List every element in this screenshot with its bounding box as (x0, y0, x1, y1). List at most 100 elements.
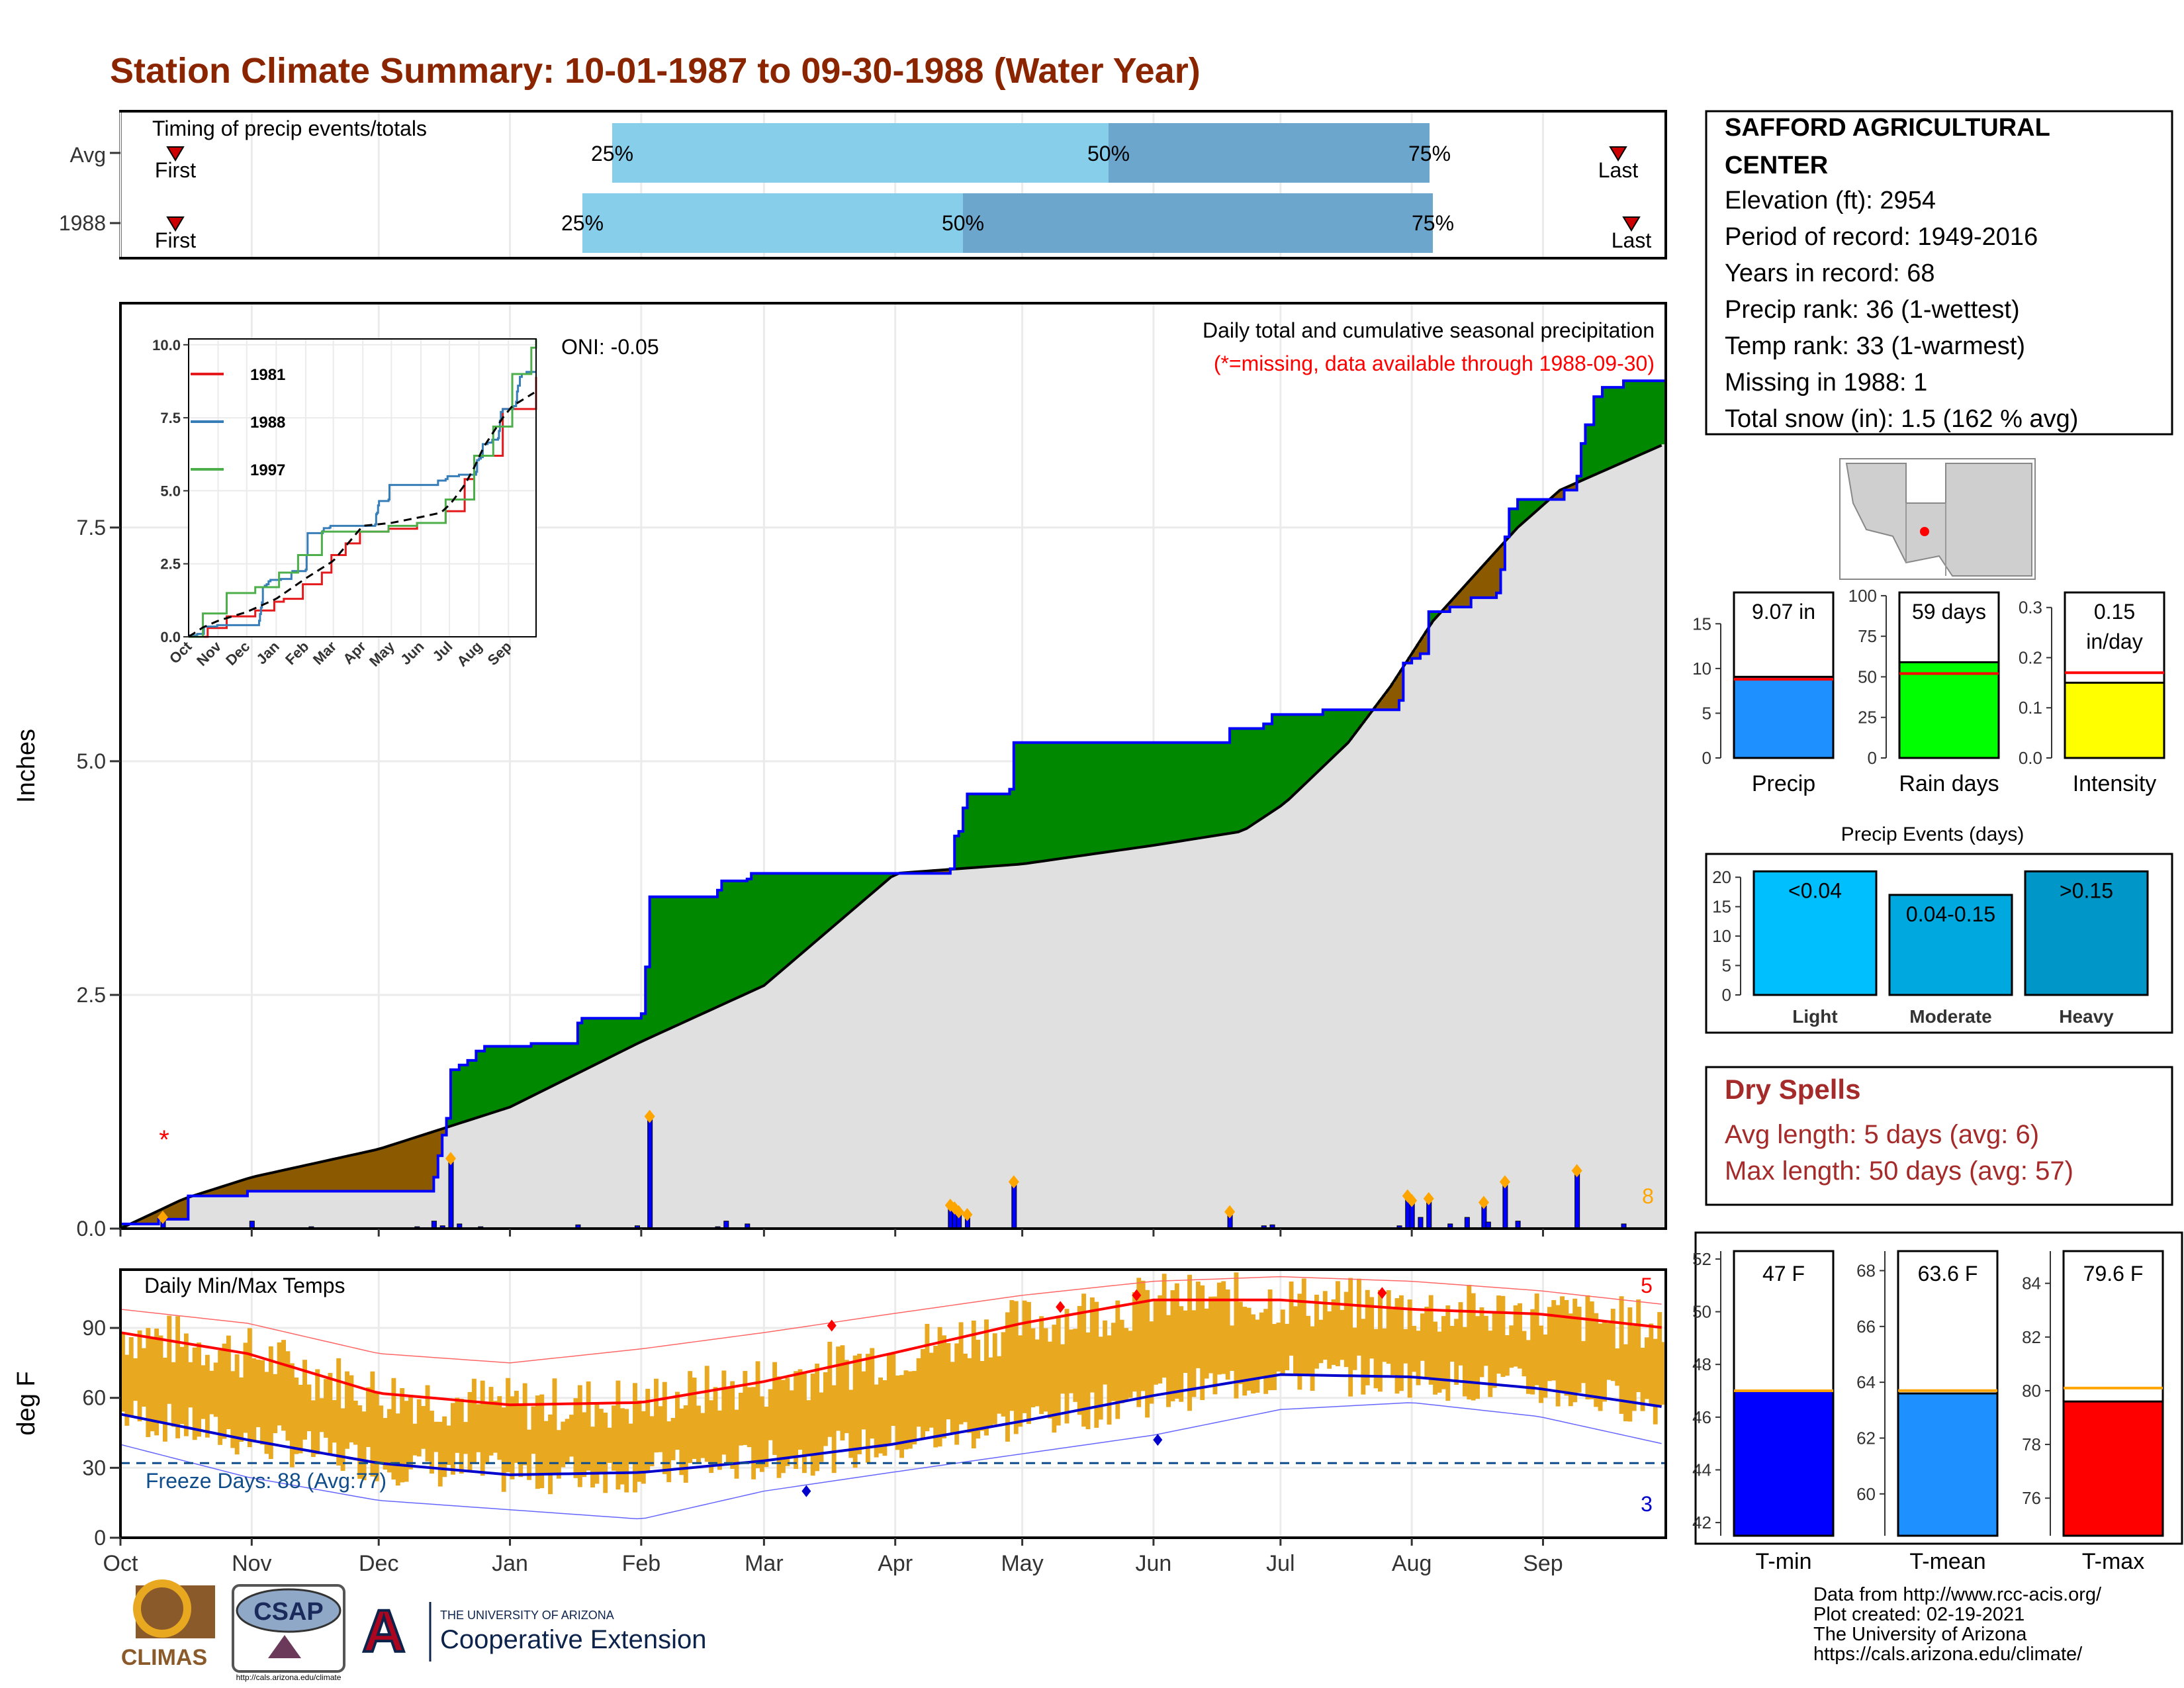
daily-temp-bar (1449, 1326, 1455, 1362)
daily-temp-bar (628, 1423, 633, 1464)
climo-area-segment (1361, 723, 1366, 1229)
daily-precip-bar (448, 1158, 454, 1229)
below-avg-segment (433, 1131, 439, 1178)
daily-temp-bar (785, 1378, 790, 1466)
climo-area-segment (1216, 835, 1222, 1229)
daily-temp-bar (958, 1322, 964, 1425)
climo-area-segment (395, 1191, 400, 1229)
precip-x-ticks (119, 1229, 1544, 1237)
daily-temp-bar (1276, 1323, 1281, 1372)
below-avg-segment (1458, 590, 1463, 607)
above-avg-segment (662, 896, 667, 1031)
below-avg-segment (1445, 604, 1451, 612)
climo-area-segment (950, 869, 955, 1229)
climo-area-segment (251, 1191, 257, 1229)
daily-temp-bar (907, 1371, 913, 1449)
daily-temp-bar (662, 1382, 667, 1474)
obs-cumulative-line (120, 379, 1666, 1225)
above-avg-segment (679, 896, 684, 1023)
temp-month-label-7: May (1001, 1551, 1043, 1576)
below-avg-segment (205, 1191, 210, 1196)
climo-area-segment (801, 951, 807, 1229)
summary-tick-label: 0.0 (2019, 748, 2042, 768)
daily-temp-bar (319, 1398, 324, 1432)
climo-area-segment (497, 1110, 502, 1229)
climo-area-segment (1412, 658, 1417, 1229)
below-avg-segment (294, 1167, 299, 1192)
climo-area-segment (806, 947, 811, 1229)
climo-area-segment (510, 1105, 515, 1229)
daily-temp-bar (1161, 1274, 1167, 1378)
below-avg-segment (268, 1172, 273, 1192)
below-avg-segment (1390, 683, 1396, 710)
climo-area-segment (666, 1029, 672, 1229)
climo-area-segment (1424, 653, 1430, 1229)
daily-temp-bar (573, 1398, 578, 1478)
above-avg-segment (759, 873, 764, 987)
daily-temp-bar (937, 1327, 942, 1447)
below-avg-segment (264, 1174, 269, 1192)
summary-bars: 0 5 10 15 9.07 in Precip 0 25 50 75 100 59 days Rain… (1692, 586, 2165, 796)
climo-area-segment (717, 1006, 723, 1229)
daily-temp-bar (658, 1406, 663, 1452)
above-avg-segment (878, 873, 884, 886)
climo-area-segment (1056, 859, 1061, 1229)
above-avg-segment (1124, 742, 1129, 849)
above-avg-segment (1153, 742, 1158, 845)
below-avg-segment (213, 1188, 218, 1196)
station-info-line-4: Temp rank: 33 (1-warmest) (1725, 332, 2025, 360)
below-avg-segment (154, 1211, 159, 1224)
daily-temp-bar (298, 1385, 303, 1454)
climo-area-segment (383, 1191, 388, 1229)
above-avg-segment (1657, 381, 1662, 447)
daily-temp-bar (1653, 1338, 1658, 1425)
climo-area-segment (192, 1196, 197, 1229)
daily-temp-bar (925, 1323, 930, 1432)
climo-area-segment (874, 889, 879, 1229)
below-avg-segment (1424, 630, 1430, 654)
daily-temp-bar (1454, 1319, 1459, 1385)
daily-temp-bar (404, 1401, 409, 1482)
climo-area-segment (582, 1070, 587, 1229)
above-avg-segment (954, 835, 960, 869)
station-info-line-5: Missing in 1988: 1 (1725, 369, 1927, 397)
daily-temp-bar (1564, 1299, 1569, 1396)
daily-temp-bar (175, 1316, 181, 1438)
climo-area-segment (1208, 836, 1214, 1229)
daily-temp-bar (823, 1372, 828, 1446)
climo-area-segment (518, 1102, 523, 1229)
daily-temp-bar (878, 1377, 884, 1454)
above-avg-segment (725, 880, 731, 1002)
daily-temp-bar (1488, 1331, 1493, 1397)
above-avg-segment (1158, 742, 1163, 845)
daily-temp-bar (1365, 1289, 1370, 1385)
avg-max-line (120, 1298, 1662, 1407)
daily-temp-bar (1013, 1301, 1019, 1434)
climo-area-segment (400, 1191, 405, 1229)
above-avg-segment (1263, 724, 1269, 816)
daily-temp-bar (582, 1412, 587, 1477)
inset-lines (188, 338, 537, 638)
daily-temp-bar (1191, 1310, 1197, 1397)
daily-temp-bar (471, 1378, 477, 1464)
daily-temp-bar (1263, 1309, 1269, 1394)
daily-temp-bar (1234, 1272, 1239, 1399)
station-info-line-3: Precip rank: 36 (1-wettest) (1725, 296, 2020, 324)
climo-area-segment (463, 1121, 469, 1229)
daily-temp-bar (1568, 1313, 1573, 1407)
climo-area-segment (1394, 710, 1400, 1229)
climo-area-segment (925, 873, 930, 1229)
above-avg-segment (1128, 742, 1133, 849)
climo-area-segment (361, 1191, 367, 1229)
below-avg-segment (260, 1174, 265, 1192)
daily-temp-bar (848, 1389, 854, 1458)
daily-temp-bar (1433, 1321, 1438, 1395)
precip-y-axis: 0.0 2.5 5.0 7.5 (77, 516, 120, 1241)
daily-temp-bar (1140, 1280, 1146, 1391)
climo-area-segment (831, 925, 837, 1229)
climo-area-segment (391, 1191, 396, 1229)
above-avg-segment (1361, 710, 1366, 724)
daily-temp-bar (124, 1354, 130, 1426)
events-tick-label: 20 (1712, 867, 1731, 887)
daily-precip-marker-icon (1478, 1196, 1489, 1209)
